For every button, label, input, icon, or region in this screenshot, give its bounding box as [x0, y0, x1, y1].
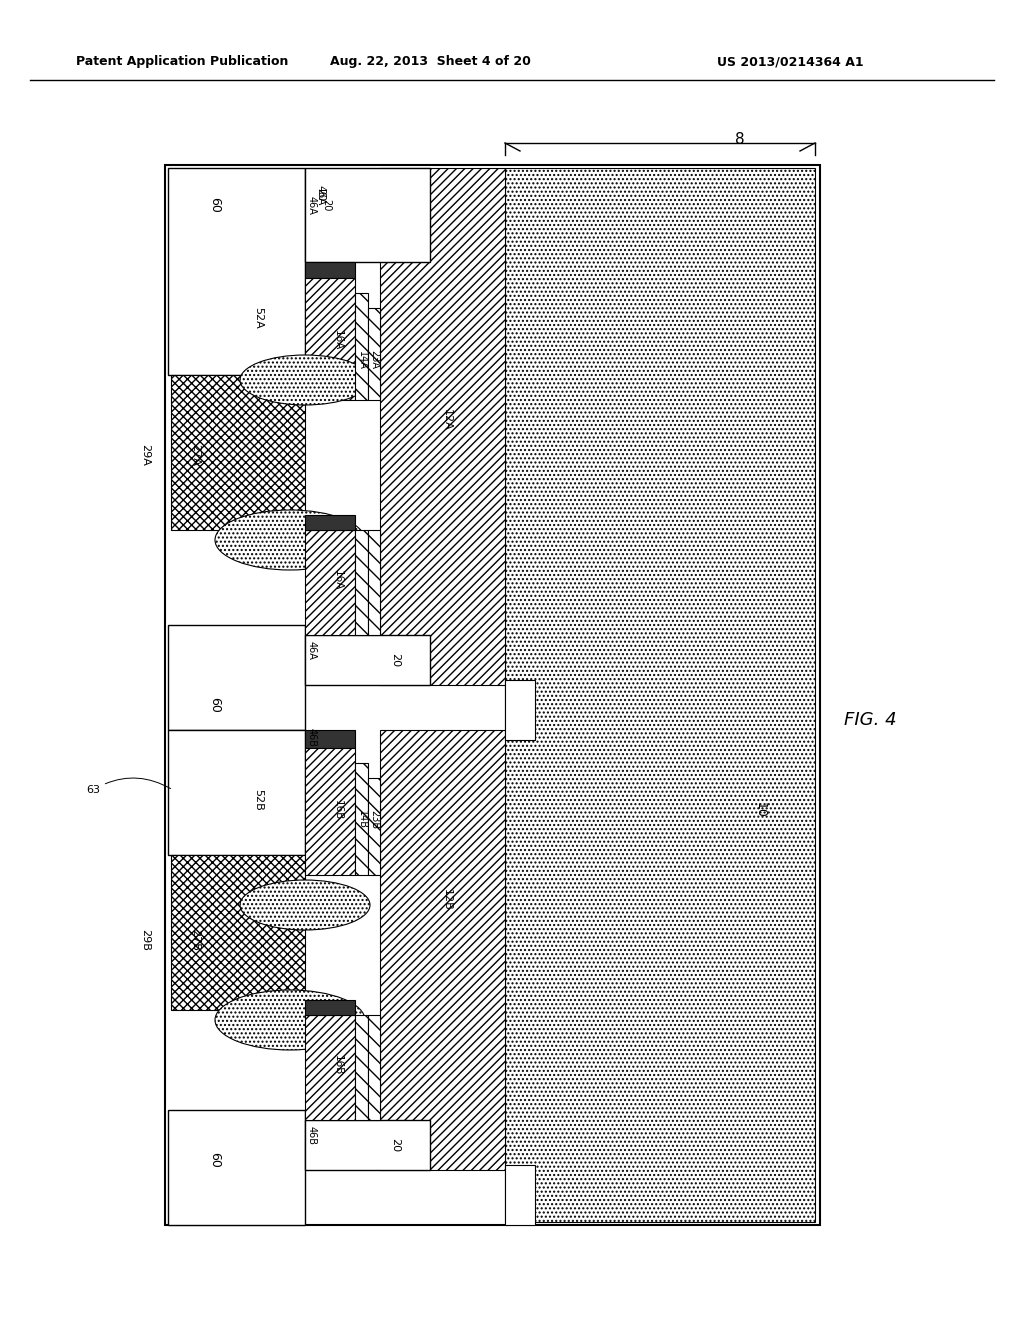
Bar — [168, 624, 305, 730]
Bar — [171, 375, 305, 531]
Text: 60: 60 — [209, 197, 221, 213]
Text: 14A: 14A — [357, 351, 367, 370]
Text: 16B: 16B — [333, 1055, 343, 1076]
Bar — [305, 531, 355, 635]
Text: 27A: 27A — [190, 444, 200, 466]
Text: 20: 20 — [321, 199, 331, 211]
Bar — [168, 168, 305, 375]
Bar — [368, 531, 380, 635]
Bar — [305, 1001, 355, 1015]
Bar — [305, 1119, 430, 1170]
Bar — [505, 1166, 535, 1225]
Bar — [305, 635, 430, 685]
Bar — [355, 1015, 368, 1119]
Bar — [305, 730, 355, 748]
Bar — [355, 763, 368, 875]
Bar — [165, 165, 820, 1225]
Text: 60: 60 — [209, 697, 221, 713]
Text: Patent Application Publication: Patent Application Publication — [76, 55, 288, 69]
Bar — [368, 777, 380, 875]
Bar — [305, 261, 355, 279]
Bar — [355, 293, 368, 400]
Bar — [505, 168, 815, 1222]
Text: 46A: 46A — [315, 185, 325, 205]
Text: 12A: 12A — [442, 409, 452, 430]
Text: 23A: 23A — [369, 351, 379, 370]
Text: 16B: 16B — [333, 800, 343, 820]
Bar — [368, 1015, 380, 1119]
Text: 14B: 14B — [357, 810, 367, 829]
Bar — [355, 531, 368, 635]
Text: 52B: 52B — [253, 789, 263, 810]
Bar — [168, 1110, 305, 1225]
Text: 29B: 29B — [140, 929, 150, 950]
Text: 60: 60 — [209, 1152, 221, 1168]
Bar — [305, 748, 355, 875]
Text: Aug. 22, 2013  Sheet 4 of 20: Aug. 22, 2013 Sheet 4 of 20 — [330, 55, 530, 69]
Bar — [305, 1015, 355, 1119]
Text: 8: 8 — [735, 132, 744, 147]
Text: 20: 20 — [390, 653, 400, 667]
Bar — [368, 308, 380, 400]
Bar — [305, 515, 355, 531]
Text: 23B: 23B — [369, 810, 379, 829]
Text: 12B: 12B — [442, 890, 452, 911]
Bar — [380, 730, 505, 1170]
Text: 20: 20 — [315, 189, 325, 202]
Text: 46A: 46A — [307, 195, 317, 214]
Text: 16A: 16A — [333, 570, 343, 590]
Ellipse shape — [215, 510, 365, 570]
Text: US 2013/0214364 A1: US 2013/0214364 A1 — [717, 55, 863, 69]
Ellipse shape — [240, 880, 370, 931]
Text: 10: 10 — [754, 803, 767, 818]
Text: 46B: 46B — [307, 1126, 317, 1144]
Bar — [505, 680, 535, 741]
Text: 63: 63 — [86, 777, 171, 795]
Text: FIG. 4: FIG. 4 — [844, 711, 896, 729]
Ellipse shape — [215, 990, 365, 1049]
Bar — [168, 730, 305, 855]
Text: 29A: 29A — [140, 444, 150, 466]
Bar — [171, 855, 305, 1010]
Ellipse shape — [240, 355, 370, 405]
Text: 20: 20 — [390, 1138, 400, 1152]
Text: 46B: 46B — [307, 727, 317, 747]
Text: 16A: 16A — [333, 330, 343, 350]
Bar — [305, 279, 355, 400]
Text: 27B: 27B — [190, 929, 200, 950]
Text: 46A: 46A — [307, 640, 317, 660]
Text: 52A: 52A — [253, 308, 263, 329]
Bar — [380, 168, 505, 685]
Bar — [305, 168, 430, 261]
